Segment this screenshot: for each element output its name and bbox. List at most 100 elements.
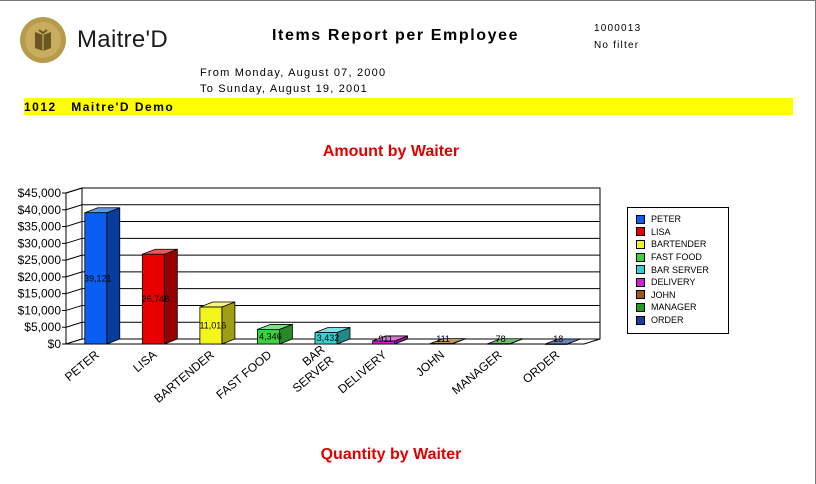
- banner-text: 1012 Maitre'D Demo: [24, 100, 175, 114]
- x-tick-label: PETER: [62, 347, 102, 384]
- chart-legend: PETER LISA BARTENDER FAST FOOD BAR SERVER DEL…: [627, 207, 729, 334]
- legend-swatch: [636, 302, 645, 312]
- x-tick-line: MANAGER: [449, 347, 505, 397]
- legend-item: BARTENDER: [636, 238, 728, 251]
- gridline: [65, 221, 600, 228]
- y-tick-label: $25,000: [18, 253, 62, 267]
- x-tick-line: FAST FOOD: [213, 347, 274, 402]
- report-filter: No filter: [594, 40, 640, 51]
- y-tick-label: $5,000: [24, 320, 61, 334]
- amount-bar-chart: $0 $5,000 $10,000 $15,000 $20,000 $25,000 $30,…: [18, 186, 601, 406]
- report-title: Items Report per Employee: [272, 27, 520, 44]
- gridline: [65, 204, 600, 211]
- bar-lisa: [141, 248, 178, 345]
- gridline: [65, 304, 600, 311]
- gridline: [65, 271, 600, 278]
- x-tick-label: LISA: [130, 348, 159, 375]
- legend-label: DELIVERY: [651, 277, 696, 288]
- bar-john: [429, 338, 466, 345]
- report-code: 1000013: [594, 23, 642, 34]
- plot-side-wall: [65, 187, 83, 345]
- bar-bartender: [199, 301, 236, 345]
- data-label: 3,432: [317, 333, 340, 343]
- bar-bar-server: [314, 326, 351, 345]
- page-top-border: [0, 0, 816, 1]
- quantity-chart-title: Quantity by Waiter: [320, 446, 462, 463]
- legend-label: BAR SERVER: [651, 264, 709, 275]
- legend-label: ORDER: [651, 315, 684, 326]
- legend-label: FAST FOOD: [651, 252, 702, 263]
- x-tick-label: BARTENDER: [151, 347, 217, 405]
- legend-item: LISA: [636, 226, 728, 239]
- logo-badge: [20, 17, 66, 63]
- y-tick-label: $0: [48, 337, 62, 351]
- data-label: 18: [553, 334, 563, 344]
- y-tick-label: $40,000: [18, 203, 62, 217]
- legend-item: FAST FOOD: [636, 251, 728, 264]
- legend-swatch: [636, 239, 645, 249]
- logo-text: Maitre'D: [77, 26, 168, 53]
- legend-label: LISA: [651, 226, 671, 237]
- data-label: 4,346: [259, 332, 282, 342]
- data-label: 11,016: [199, 321, 226, 331]
- legend-swatch: [636, 214, 645, 224]
- x-tick-label: FAST FOOD: [213, 347, 274, 402]
- gridline: [65, 237, 600, 244]
- y-tick-label: $30,000: [18, 236, 62, 250]
- amount-chart-title: Amount by Waiter: [322, 143, 460, 160]
- legend-swatch: [636, 265, 645, 275]
- legend-swatch: [636, 252, 645, 262]
- legend-item: MANAGER: [636, 301, 728, 314]
- bar-order: [544, 338, 581, 345]
- company-banner: 1012 Maitre'D Demo: [24, 98, 793, 115]
- date-to: To Sunday, August 19, 2001: [200, 83, 368, 95]
- gridline: [65, 288, 600, 295]
- bar-delivery: [372, 335, 408, 345]
- x-tick-line: LISA: [130, 348, 159, 375]
- data-label: 911: [378, 334, 392, 344]
- legend-swatch: [636, 277, 645, 287]
- legend-item: DELIVERY: [636, 276, 728, 289]
- legend-item: ORDER: [636, 314, 728, 327]
- bar-front: [372, 340, 395, 345]
- y-tick-label: $20,000: [18, 270, 62, 284]
- bar-front: [141, 253, 165, 345]
- bar-front: [199, 306, 223, 345]
- gridline: [65, 321, 600, 328]
- legend-swatch: [636, 290, 645, 300]
- x-tick-line: JOHN: [413, 348, 447, 380]
- bar-front: [314, 332, 338, 345]
- x-tick-label: MANAGER: [449, 347, 505, 397]
- bar-fast-food: [257, 323, 293, 345]
- x-tick-label: DELIVERY: [335, 348, 389, 397]
- legend-label: PETER: [651, 214, 682, 225]
- x-tick-line: ORDER: [520, 347, 562, 386]
- legend-item: PETER: [636, 213, 728, 226]
- y-tick-label: $15,000: [18, 287, 62, 301]
- gridline: [65, 254, 600, 261]
- x-tick-label: BARSERVER: [281, 342, 337, 395]
- x-tick-line: DELIVERY: [335, 348, 389, 397]
- legend-item: JOHN: [636, 289, 728, 302]
- legend-swatch: [636, 315, 645, 325]
- book-icon: [35, 29, 51, 51]
- y-tick-label: $10,000: [18, 303, 62, 317]
- legend-label: JOHN: [651, 289, 676, 300]
- bar-front: [257, 329, 280, 345]
- x-tick-line: PETER: [62, 347, 102, 384]
- bar-peter: [84, 207, 121, 345]
- data-label: 39,121: [84, 273, 112, 283]
- x-tick-label: ORDER: [520, 347, 562, 386]
- legend-swatch: [636, 227, 645, 237]
- data-label: 111: [436, 334, 450, 344]
- legend-label: MANAGER: [651, 302, 697, 313]
- gridline: [65, 187, 600, 194]
- bar-front: [84, 212, 108, 345]
- y-tick-label: $35,000: [18, 220, 62, 234]
- data-label: 26,748: [142, 294, 170, 304]
- y-tick-label: $45,000: [18, 186, 62, 200]
- date-from: From Monday, August 07, 2000: [200, 67, 387, 79]
- legend-item: BAR SERVER: [636, 263, 728, 276]
- x-tick-line: BARTENDER: [151, 347, 217, 405]
- data-label: 78: [496, 334, 506, 344]
